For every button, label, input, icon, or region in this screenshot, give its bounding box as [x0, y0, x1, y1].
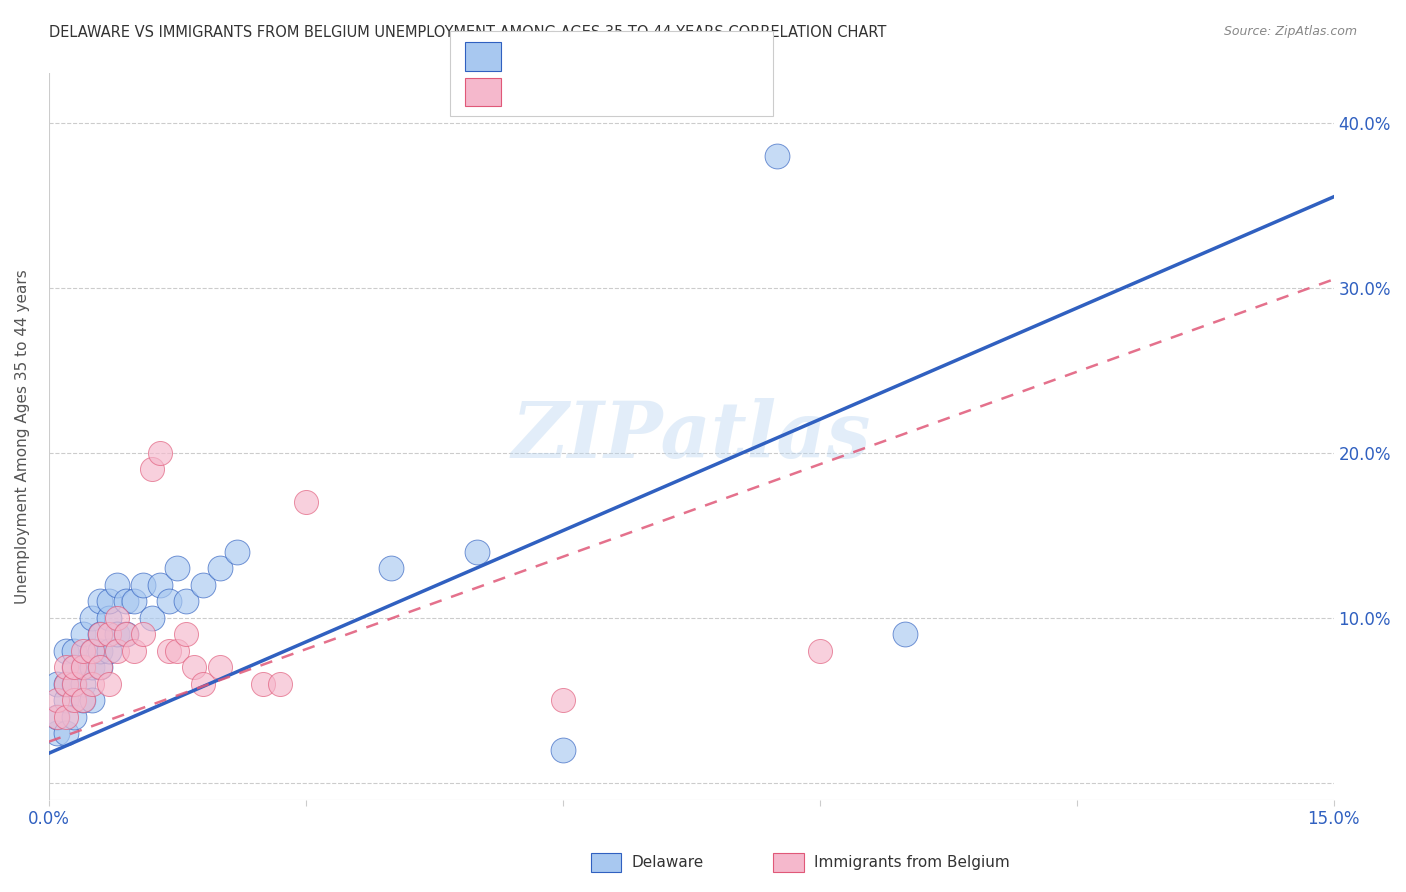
- Point: [89, 627, 111, 641]
- Point: [132, 578, 155, 592]
- Point: [63, 693, 86, 707]
- Point: [63, 660, 86, 674]
- Point: [157, 594, 180, 608]
- Point: [89, 660, 111, 674]
- Point: [149, 446, 172, 460]
- Point: [72, 644, 94, 658]
- Point: [191, 578, 214, 592]
- Text: R = 0.702   N = 45: R = 0.702 N = 45: [512, 46, 657, 62]
- Point: [89, 660, 111, 674]
- Point: [46, 726, 69, 740]
- Point: [894, 627, 917, 641]
- Point: [55, 677, 77, 691]
- Text: Source: ZipAtlas.com: Source: ZipAtlas.com: [1223, 25, 1357, 38]
- Point: [46, 710, 69, 724]
- Point: [97, 677, 120, 691]
- Point: [72, 693, 94, 707]
- Point: [209, 561, 232, 575]
- Point: [105, 627, 128, 641]
- Point: [105, 578, 128, 592]
- Point: [157, 644, 180, 658]
- Point: [124, 644, 146, 658]
- Point: [174, 627, 197, 641]
- Point: [209, 660, 232, 674]
- Text: Immigrants from Belgium: Immigrants from Belgium: [814, 855, 1010, 870]
- Point: [97, 594, 120, 608]
- Point: [46, 710, 69, 724]
- Point: [252, 677, 274, 691]
- Point: [269, 677, 291, 691]
- Point: [55, 726, 77, 740]
- Point: [55, 644, 77, 658]
- Point: [105, 644, 128, 658]
- Point: [97, 644, 120, 658]
- Text: DELAWARE VS IMMIGRANTS FROM BELGIUM UNEMPLOYMENT AMONG AGES 35 TO 44 YEARS CORRE: DELAWARE VS IMMIGRANTS FROM BELGIUM UNEM…: [49, 25, 887, 40]
- Point: [80, 611, 103, 625]
- Point: [72, 677, 94, 691]
- Point: [55, 710, 77, 724]
- Point: [141, 611, 163, 625]
- Point: [294, 495, 316, 509]
- Point: [80, 693, 103, 707]
- Point: [80, 644, 103, 658]
- Point: [808, 644, 831, 658]
- Point: [97, 611, 120, 625]
- Point: [174, 594, 197, 608]
- Point: [89, 627, 111, 641]
- Point: [63, 644, 86, 658]
- Point: [115, 627, 138, 641]
- Point: [63, 677, 86, 691]
- Point: [124, 594, 146, 608]
- Point: [46, 677, 69, 691]
- Point: [105, 611, 128, 625]
- Point: [72, 693, 94, 707]
- Text: R = 0.342   N = 35: R = 0.342 N = 35: [512, 84, 657, 99]
- Point: [89, 594, 111, 608]
- Point: [465, 545, 488, 559]
- Point: [89, 644, 111, 658]
- Point: [63, 677, 86, 691]
- Point: [191, 677, 214, 691]
- Point: [80, 660, 103, 674]
- Point: [132, 627, 155, 641]
- Point: [183, 660, 205, 674]
- Point: [149, 578, 172, 592]
- Point: [551, 693, 574, 707]
- Point: [80, 677, 103, 691]
- Point: [166, 644, 188, 658]
- Point: [141, 462, 163, 476]
- Point: [551, 743, 574, 757]
- Point: [72, 627, 94, 641]
- Point: [63, 660, 86, 674]
- Text: ZIPatlas: ZIPatlas: [512, 398, 870, 475]
- Point: [55, 693, 77, 707]
- Point: [226, 545, 249, 559]
- Point: [166, 561, 188, 575]
- Point: [55, 677, 77, 691]
- Point: [380, 561, 402, 575]
- Point: [80, 644, 103, 658]
- Point: [63, 710, 86, 724]
- Point: [97, 627, 120, 641]
- Point: [115, 594, 138, 608]
- Point: [55, 660, 77, 674]
- Y-axis label: Unemployment Among Ages 35 to 44 years: Unemployment Among Ages 35 to 44 years: [15, 268, 30, 604]
- Point: [72, 660, 94, 674]
- Point: [766, 148, 789, 162]
- Point: [115, 627, 138, 641]
- Text: Delaware: Delaware: [631, 855, 703, 870]
- Point: [46, 693, 69, 707]
- Point: [72, 660, 94, 674]
